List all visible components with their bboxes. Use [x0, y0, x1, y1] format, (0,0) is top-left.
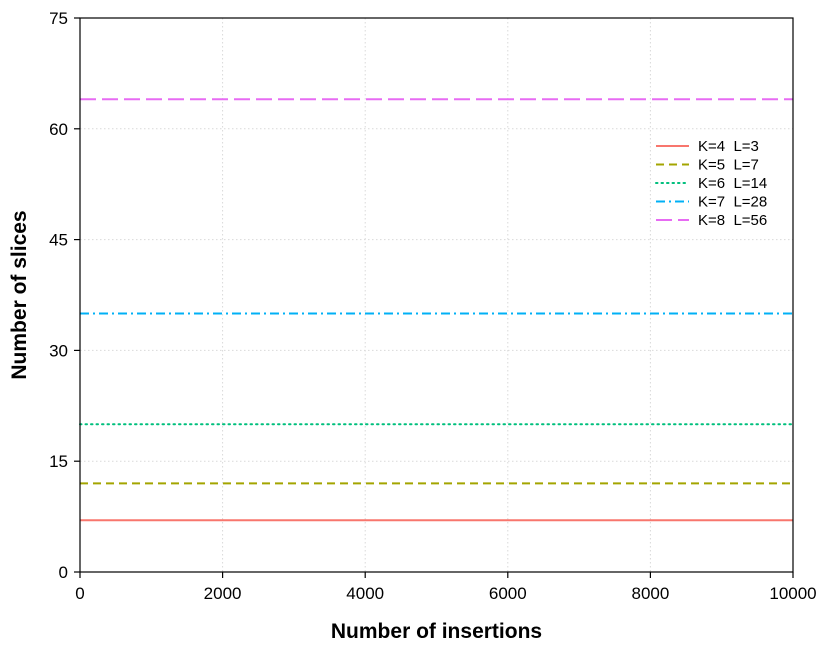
- legend-label-1: K=4 L=3: [698, 138, 759, 155]
- x-tick-label: 6000: [489, 584, 527, 603]
- x-axis-title: Number of insertions: [331, 620, 542, 643]
- legend: K=4 L=3 K=5 L=7K=6 L=14 K=7 L=28K=8 L=56: [655, 138, 767, 229]
- y-axis-title: Number of slices: [8, 210, 31, 379]
- x-axis-ticks: 0 2000 4000 6000 8000 10000: [75, 572, 817, 603]
- y-tick-label: 75: [49, 9, 68, 28]
- y-tick-label: 15: [49, 452, 68, 471]
- x-tick-label: 4000: [346, 584, 384, 603]
- x-tick-label: 8000: [631, 584, 669, 603]
- y-tick-label: 60: [49, 120, 68, 139]
- y-axis-ticks: 0 15 30 45 60 75: [49, 9, 80, 582]
- plot-frame: [79, 17, 794, 573]
- x-tick-label: 2000: [204, 584, 242, 603]
- x-tick-label: 10000: [769, 584, 816, 603]
- x-tick-label: 0: [75, 584, 84, 603]
- series-lines: [79, 98, 794, 522]
- legend-label-2: K=5 L=7: [698, 157, 759, 174]
- y-tick-label: 30: [49, 341, 68, 360]
- grid: [79, 17, 794, 573]
- y-tick-label: 45: [49, 231, 68, 250]
- y-tick-label: 0: [59, 563, 68, 582]
- legend-label-3: K=6 L=14: [698, 175, 767, 192]
- legend-label-5: K=8 L=56: [698, 212, 767, 229]
- legend-label-4: K=7 L=28: [698, 194, 767, 211]
